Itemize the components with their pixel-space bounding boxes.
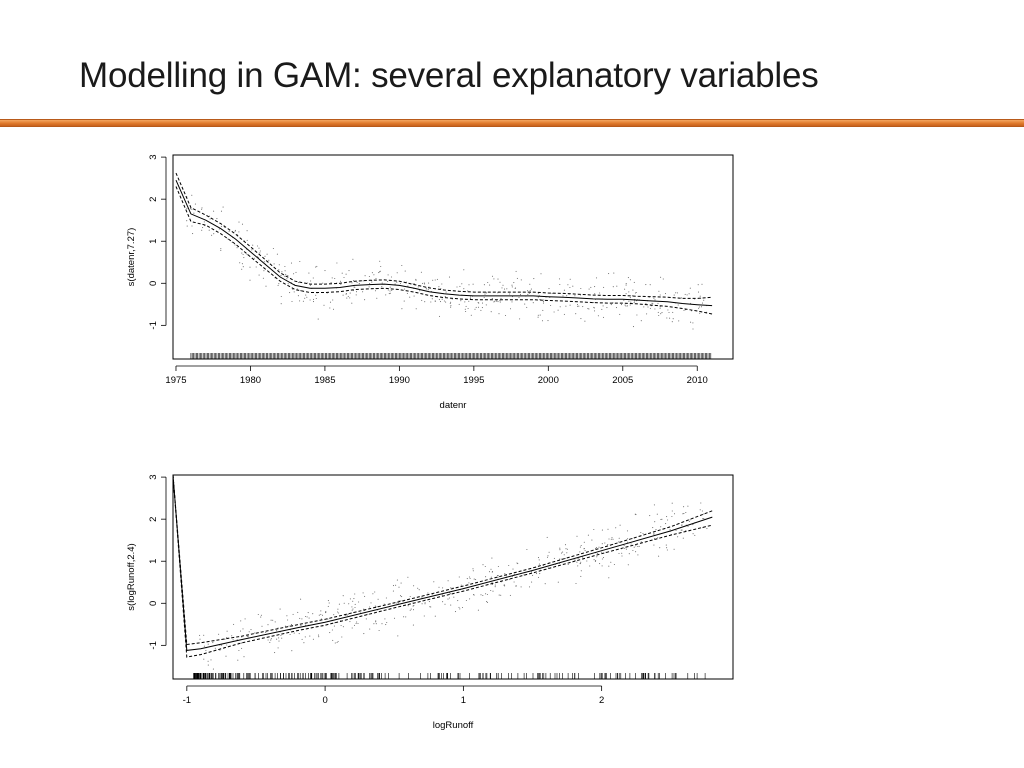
y-tick-label: -1 xyxy=(148,641,159,649)
title-divider xyxy=(0,119,1024,127)
logrunoff-smooth-chart: -1 0 1 2 3 -1 0 1 2 logRunoff s(logRunoff,2.4) xyxy=(126,474,734,731)
rug-marks xyxy=(193,673,706,679)
x-tick-label: 2000 xyxy=(538,375,559,386)
y-tick-label: 1 xyxy=(148,559,159,564)
x-tick-label: 2010 xyxy=(687,375,708,386)
y-tick-label: 3 xyxy=(148,154,159,159)
x-axis-title: logRunoff xyxy=(433,720,474,731)
lower-band-line xyxy=(175,186,713,315)
y-tick-label: 0 xyxy=(148,601,159,606)
residual-points xyxy=(186,194,708,330)
x-tick-label: 1985 xyxy=(314,375,335,386)
y-tick-label: 3 xyxy=(148,474,159,479)
y-axis: -1 0 1 2 3 xyxy=(148,474,167,650)
y-tick-label: 1 xyxy=(148,239,159,244)
y-tick-label: 0 xyxy=(148,281,159,286)
x-axis: 1975 1980 1985 1990 1995 2000 2005 2010 xyxy=(165,365,708,386)
upper-band-line xyxy=(172,474,713,646)
datenr-smooth-chart: -1 0 1 2 3 1975 1980 1985 1990 1995 2000 2005 2010 da… xyxy=(126,154,734,411)
x-tick-label: 2005 xyxy=(612,375,633,386)
lower-band-line xyxy=(172,474,713,658)
x-tick-label: 0 xyxy=(322,695,327,706)
y-tick-label: 2 xyxy=(148,197,159,202)
x-tick-label: 1990 xyxy=(389,375,410,386)
upper-band-line xyxy=(175,172,713,299)
x-tick-label: 1975 xyxy=(165,375,186,386)
x-axis-title: datenr xyxy=(440,400,467,411)
y-axis-title: s(logRunoff,2.4) xyxy=(126,543,137,610)
y-tick-label: 2 xyxy=(148,517,159,522)
rug-marks xyxy=(190,353,712,359)
x-tick-label: 1 xyxy=(461,695,466,706)
residual-points xyxy=(199,502,708,670)
x-tick-label: -1 xyxy=(183,695,191,706)
y-axis-title: s(datenr,7.27) xyxy=(126,228,137,287)
smooth-fit-line xyxy=(175,179,713,307)
x-tick-label: 2 xyxy=(599,695,604,706)
x-tick-label: 1980 xyxy=(240,375,261,386)
y-axis: -1 0 1 2 3 xyxy=(148,154,167,330)
smooth-fit-line xyxy=(172,474,713,651)
y-tick-label: -1 xyxy=(148,321,159,329)
x-axis: -1 0 1 2 xyxy=(183,685,604,706)
slide-title: Modelling in GAM: several explanatory va… xyxy=(79,56,819,95)
x-tick-label: 1995 xyxy=(463,375,484,386)
plot-frame xyxy=(172,474,734,680)
